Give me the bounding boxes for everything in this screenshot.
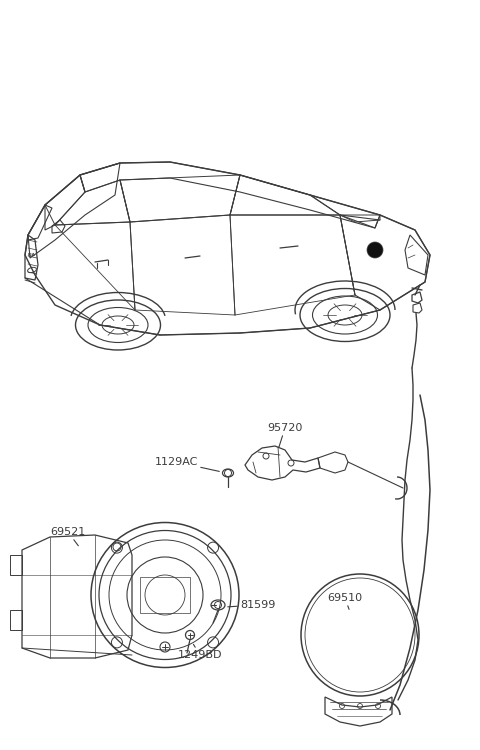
Text: 1129AC: 1129AC (155, 457, 219, 472)
Text: 1249BD: 1249BD (178, 644, 222, 660)
Text: 69510: 69510 (327, 593, 362, 610)
Text: KIA: KIA (28, 253, 36, 257)
Text: 81599: 81599 (228, 600, 276, 610)
Circle shape (367, 242, 383, 258)
Text: 69521: 69521 (50, 527, 85, 546)
Text: 95720: 95720 (267, 423, 303, 447)
